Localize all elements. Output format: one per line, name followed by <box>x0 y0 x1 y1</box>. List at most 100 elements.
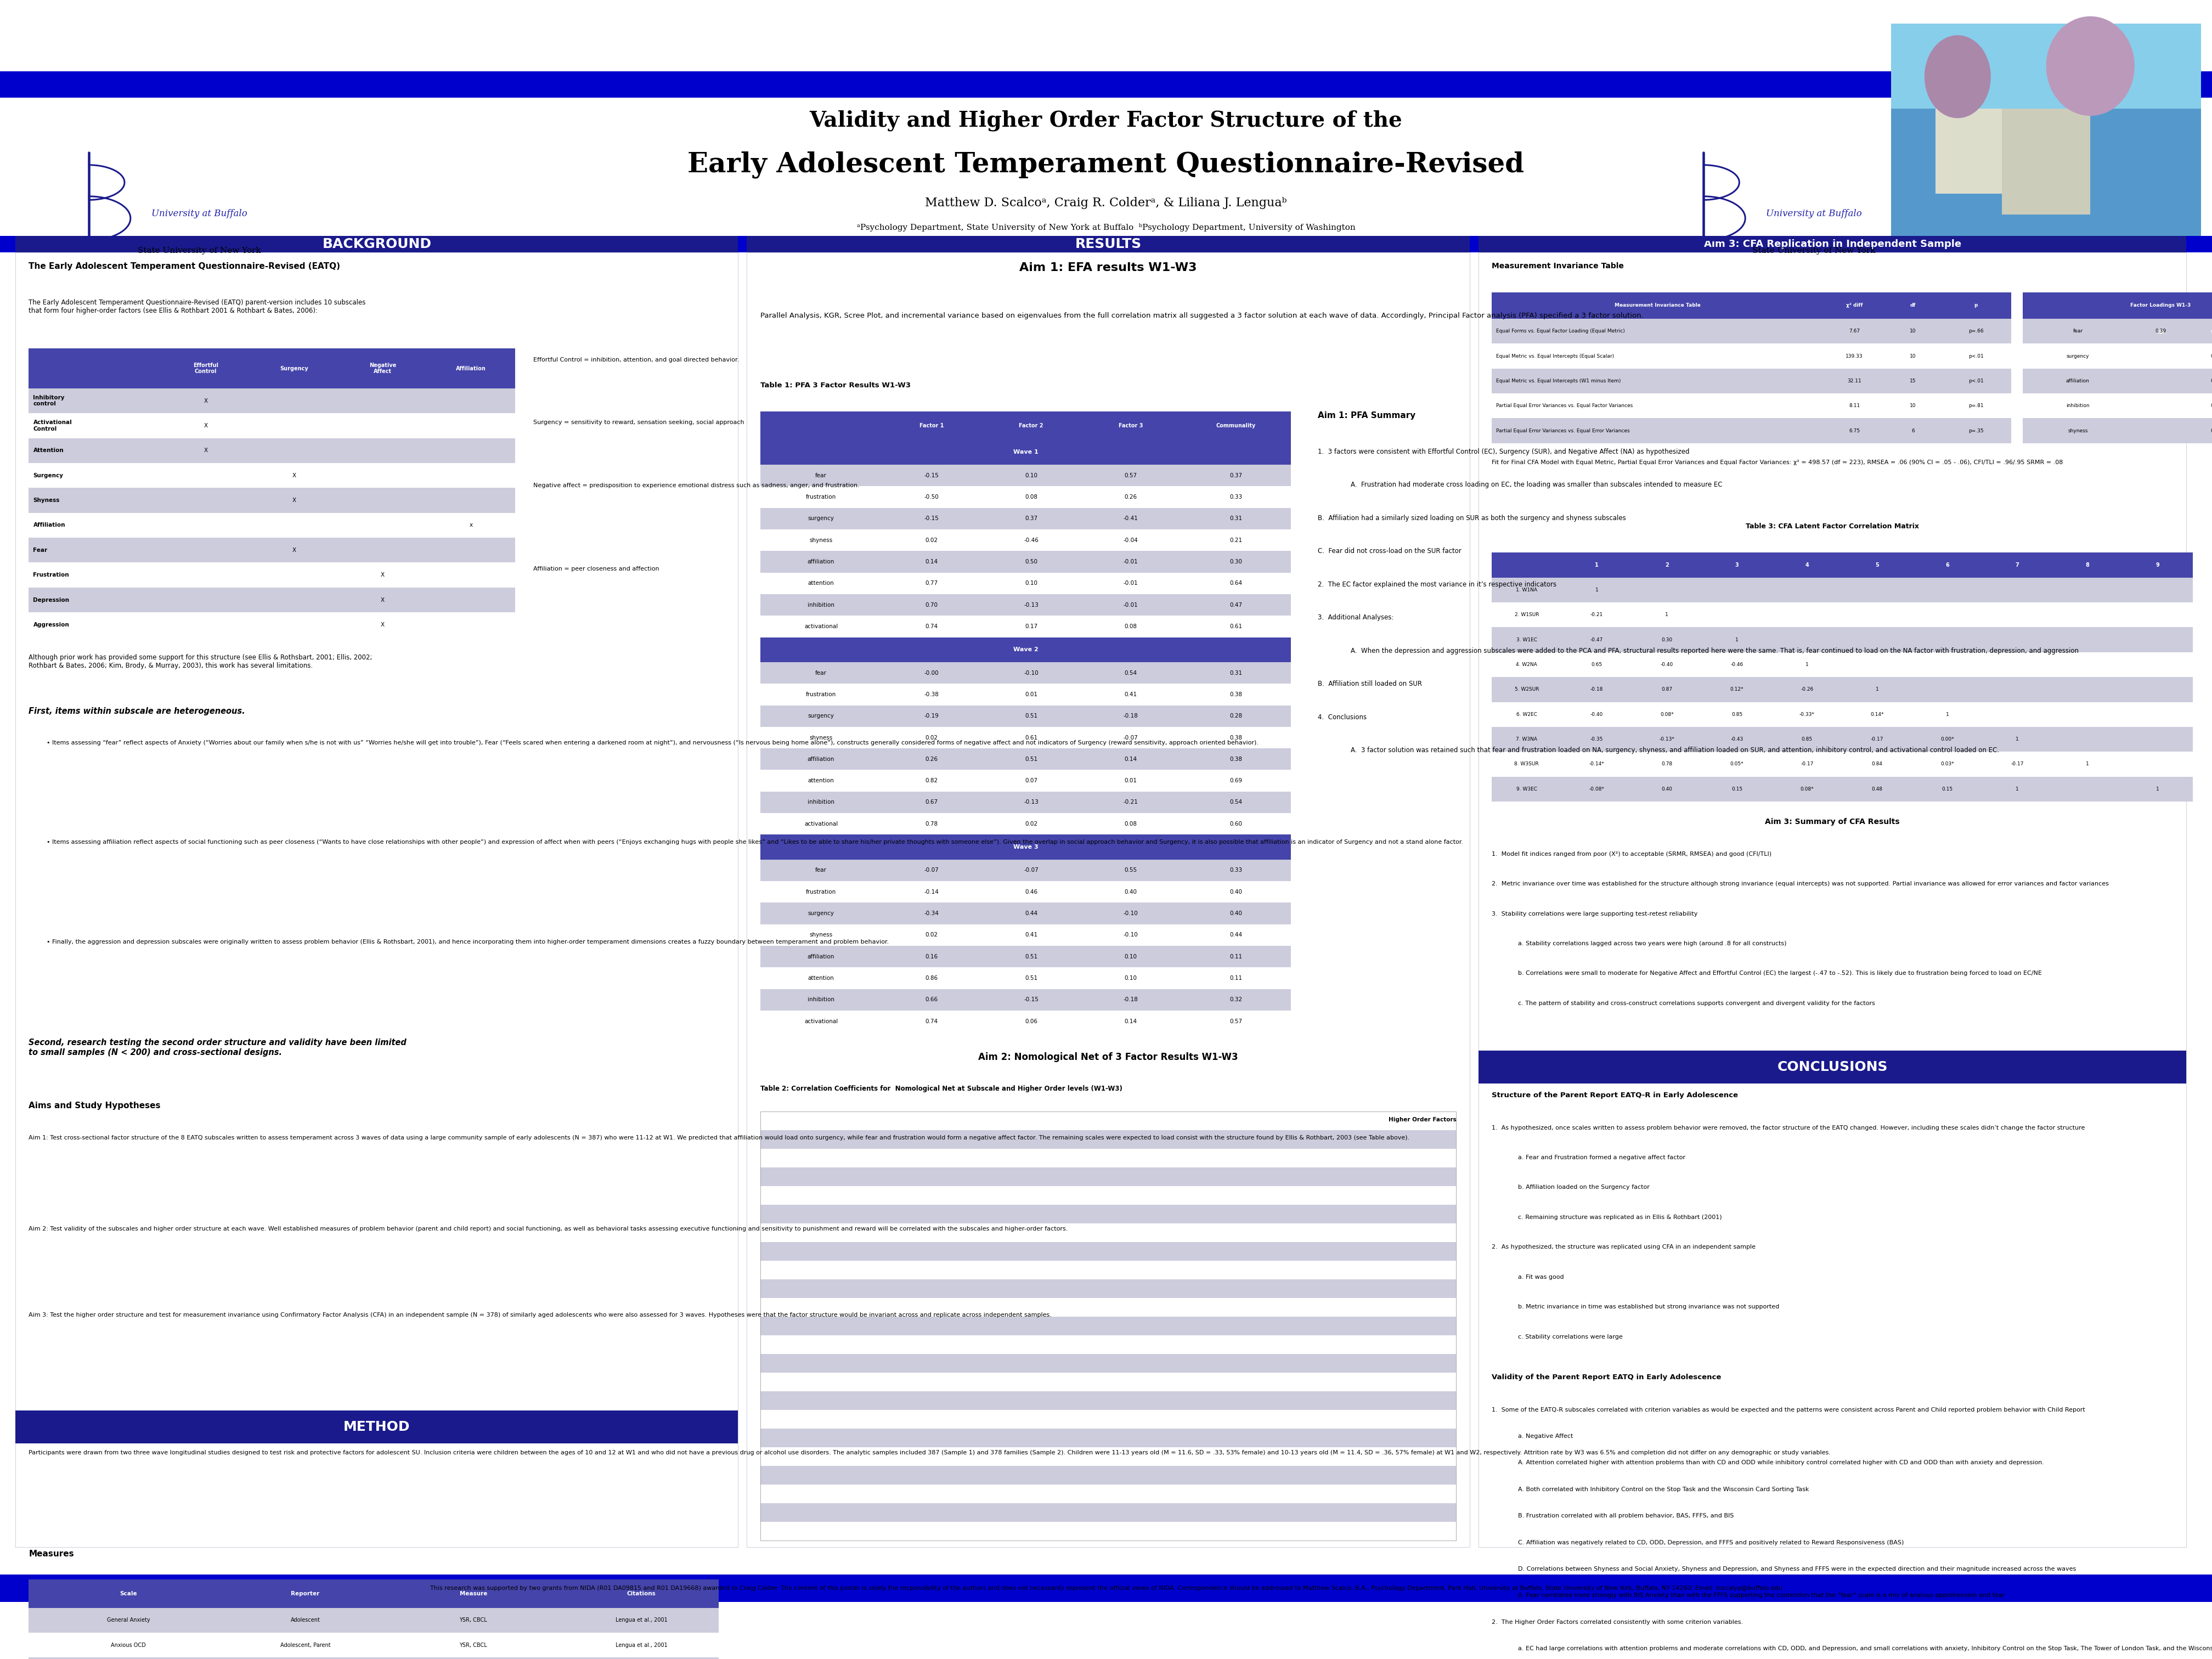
Bar <box>29 538 161 562</box>
Bar <box>1181 859 1292 881</box>
Text: 0.51: 0.51 <box>1024 975 1037 980</box>
Bar <box>1562 627 1632 652</box>
Text: General Anxiety: General Anxiety <box>106 1618 150 1623</box>
Bar <box>1982 776 2053 801</box>
Bar <box>761 727 883 748</box>
Text: Shyness: Shyness <box>33 498 60 503</box>
Bar <box>1891 23 2201 108</box>
Bar <box>1632 727 1701 752</box>
Bar <box>761 1224 1455 1243</box>
Bar <box>761 1112 1455 1541</box>
Text: 0.47: 0.47 <box>1230 602 1243 607</box>
Text: C. Affiliation was negatively related to CD, ODD, Depression, and FFFS and posit: C. Affiliation was negatively related to… <box>1517 1540 1905 1545</box>
Bar <box>2132 319 2188 343</box>
Bar <box>761 1112 1455 1130</box>
Bar <box>1491 368 1823 393</box>
Text: 0.87: 0.87 <box>1661 687 1672 692</box>
Text: X: X <box>204 398 208 403</box>
Text: 0.54: 0.54 <box>1124 670 1137 675</box>
Bar <box>427 612 515 637</box>
Bar <box>883 727 982 748</box>
Text: State University of New York: State University of New York <box>137 247 261 254</box>
Bar <box>338 513 427 538</box>
Text: Factor 3: Factor 3 <box>1119 423 1144 428</box>
Text: Table 1: PFA 3 Factor Results W1-W3: Table 1: PFA 3 Factor Results W1-W3 <box>761 382 911 388</box>
Text: Lengua et al., 2001: Lengua et al., 2001 <box>615 1642 668 1647</box>
Bar <box>883 615 982 637</box>
Bar <box>1982 702 2053 727</box>
Text: c. The pattern of stability and cross-construct correlations supports convergent: c. The pattern of stability and cross-co… <box>1517 1000 1876 1005</box>
Text: shyness: shyness <box>810 538 832 542</box>
Text: 0.30: 0.30 <box>1230 559 1243 564</box>
Text: Early Adolescent Temperament Questionnaire-Revised: Early Adolescent Temperament Questionnai… <box>688 151 1524 178</box>
Bar <box>1491 752 1562 776</box>
Text: -0.40: -0.40 <box>1661 662 1672 667</box>
Bar <box>1181 989 1292 1010</box>
Bar <box>2132 418 2188 443</box>
Text: 0.14*: 0.14* <box>1871 712 1885 717</box>
Text: inhibition: inhibition <box>2066 403 2090 408</box>
Bar <box>761 1485 1455 1503</box>
Bar <box>338 413 427 438</box>
Text: 0.54: 0.54 <box>1230 800 1243 805</box>
Bar <box>1823 343 1885 368</box>
Text: Factor 2: Factor 2 <box>1020 423 1044 428</box>
Text: 0.41: 0.41 <box>1124 692 1137 697</box>
Text: 0.78: 0.78 <box>1661 761 1672 766</box>
Bar <box>1823 393 1885 418</box>
Text: fear: fear <box>816 473 827 478</box>
Text: -0.07: -0.07 <box>1124 735 1137 740</box>
Text: -0.47: -0.47 <box>1590 637 1604 642</box>
Bar <box>1181 748 1292 770</box>
Text: 1. W1NA: 1. W1NA <box>1515 587 1537 592</box>
Text: The Early Adolescent Temperament Questionnaire-Revised (EATQ) parent-version inc: The Early Adolescent Temperament Questio… <box>29 299 365 314</box>
Text: 0.08: 0.08 <box>1024 494 1037 499</box>
Text: X: X <box>204 423 208 428</box>
Text: -0.15: -0.15 <box>925 516 938 521</box>
Text: Affiliation: Affiliation <box>456 365 487 372</box>
Text: A. Fear correlated more strongly with BIS Anxiety than with the FFFS supporting : A. Fear correlated more strongly with BI… <box>1517 1593 2004 1598</box>
Text: χ² diff: χ² diff <box>1847 304 1863 309</box>
Text: 0.66: 0.66 <box>925 997 938 1002</box>
Text: -0.07: -0.07 <box>925 868 938 873</box>
Text: Negative
Affect: Negative Affect <box>369 363 396 375</box>
Text: Validity of the Parent Report EATQ in Early Adolescence: Validity of the Parent Report EATQ in Ea… <box>1491 1374 1721 1380</box>
Bar <box>1911 577 1982 602</box>
Bar <box>1491 776 1562 801</box>
Text: p<.01: p<.01 <box>1969 378 1984 383</box>
Bar <box>0 1574 2212 1603</box>
Bar <box>1082 770 1181 791</box>
Text: Table 3: CFA Latent Factor Correlation Matrix: Table 3: CFA Latent Factor Correlation M… <box>1745 523 1920 529</box>
Text: -0.33*: -0.33* <box>1798 712 1814 717</box>
Text: p=.81: p=.81 <box>1969 403 1984 408</box>
Bar <box>2053 652 2124 677</box>
Bar <box>338 438 427 463</box>
Bar <box>982 551 1082 572</box>
Text: -0.10: -0.10 <box>1124 932 1137 937</box>
Text: 0.26: 0.26 <box>1124 494 1137 499</box>
Bar <box>883 1010 982 1032</box>
Bar <box>1982 602 2053 627</box>
Text: NA: NA <box>2157 330 2166 335</box>
Text: Measurement Invariance Table: Measurement Invariance Table <box>1615 304 1701 309</box>
Bar <box>15 252 739 1548</box>
Text: University at Buffalo: University at Buffalo <box>150 209 248 219</box>
Bar <box>564 1608 719 1632</box>
Text: Matthew D. Scalcoᵃ, Craig R. Colderᵃ, & Liliana J. Lenguaᵇ: Matthew D. Scalcoᵃ, Craig R. Colderᵃ, & … <box>925 197 1287 209</box>
Text: 1.  Model fit indices ranged from poor (X²) to acceptable (SRMR, RMSEA) and good: 1. Model fit indices ranged from poor (X… <box>1491 851 1772 856</box>
Bar <box>982 615 1082 637</box>
Text: -0.46: -0.46 <box>1730 662 1743 667</box>
Bar <box>761 1150 1455 1168</box>
Text: 0.78: 0.78 <box>925 821 938 826</box>
Text: 0.40: 0.40 <box>1230 889 1243 894</box>
Text: Partial Equal Error Variances vs. Equal Error Variances: Partial Equal Error Variances vs. Equal … <box>1495 428 1630 433</box>
Text: B.  Affiliation had a similarly sized loading on SUR as both the surgency and sh: B. Affiliation had a similarly sized loa… <box>1318 514 1626 521</box>
Text: Wave 3: Wave 3 <box>1013 844 1037 849</box>
Bar <box>1632 602 1701 627</box>
Bar <box>161 562 250 587</box>
Bar <box>2188 319 2212 343</box>
Bar <box>1491 627 1562 652</box>
Text: A.  Frustration had moderate cross loading on EC, the loading was smaller than s: A. Frustration had moderate cross loadin… <box>1352 481 1723 488</box>
Text: Equal Metric vs. Equal Intercepts (W1 minus Item): Equal Metric vs. Equal Intercepts (W1 mi… <box>1495 378 1621 383</box>
Text: -0.34: -0.34 <box>925 911 938 916</box>
